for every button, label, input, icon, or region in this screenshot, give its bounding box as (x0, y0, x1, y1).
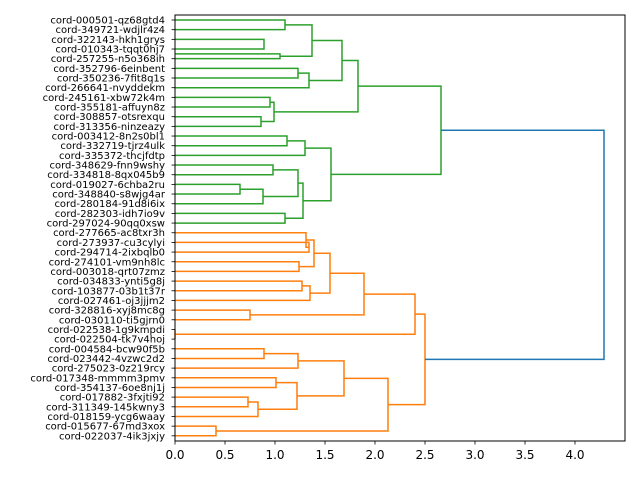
dendrogram-link (216, 377, 389, 432)
leaf-label: cord-000501-qz68gtd4 (50, 16, 165, 27)
dendrogram-link (175, 261, 300, 273)
x-tick-label: 3.5 (515, 448, 534, 462)
leaf-label: cord-266641-nvyddekm (45, 83, 165, 94)
x-tick-label: 0.0 (165, 448, 184, 462)
x-tick-label: 4.0 (565, 448, 584, 462)
leaf-label: cord-023442-4vzwc2d2 (47, 354, 165, 365)
leaf-label: cord-334818-8qx045b9 (47, 170, 165, 181)
leaf-label: cord-018159-ycg6waay (47, 412, 165, 423)
leaf-label: cord-294714-2ixbqlb0 (54, 248, 165, 259)
leaf-label: cord-350236-7fit8q1s (57, 74, 165, 85)
dendrogram-link (258, 381, 298, 410)
leaf-label: cord-335372-thcjfdtp (59, 151, 165, 162)
dendrogram-link (175, 72, 310, 89)
dendrogram-link (175, 352, 299, 369)
leaf-label: cord-322143-hkh1grys (51, 35, 165, 46)
leaf-label: cord-352796-6einbent (53, 64, 165, 75)
dendrogram-link (425, 129, 605, 361)
plot-frame (174, 14, 626, 442)
dendrogram-link (175, 53, 281, 60)
leaf-label: cord-245161-xbw72k4m (43, 93, 165, 104)
leaf-label: cord-022538-1g9kmpdi (48, 325, 165, 336)
leaf-label: cord-282303-idh7io9v (55, 209, 165, 220)
dendrogram-link (175, 96, 271, 108)
dendrogram-link (297, 360, 345, 397)
leaf-label: cord-311349-145kwny3 (46, 402, 165, 413)
dendrogram-link (285, 182, 304, 219)
leaf-label: cord-022037-4ik3jxjy (59, 431, 165, 442)
leaf-label: cord-030110-ti5gjrn0 (59, 315, 165, 326)
dendrogram-link (310, 252, 331, 294)
dendrogram-link (175, 212, 286, 224)
dendrogram-link (175, 164, 274, 176)
dendrogram-link (331, 85, 442, 176)
dendrogram-link (175, 135, 288, 147)
dendrogram-link (175, 140, 306, 157)
leaf-label: cord-273937-cu3cylyi (57, 238, 165, 249)
dendrogram-link (175, 231, 309, 248)
leaf-label: cord-003018-qrt07zmz (50, 267, 165, 278)
leaf-label: cord-332719-tjrz4ulk (60, 141, 165, 152)
dendrogram-link (175, 38, 265, 50)
leaf-label: cord-004584-bcw90f5b (49, 344, 165, 355)
dendrogram-link (175, 285, 311, 302)
leaf-label: cord-017882-3fxjti92 (60, 393, 165, 404)
leaf-label: cord-308857-otsrexqu (54, 112, 165, 123)
leaf-label: cord-313356-ninzeazy (54, 122, 166, 133)
dendrogram-link (250, 272, 365, 316)
leaf-label: cord-034833-ynti5g8j (57, 277, 165, 288)
leaf-labels: cord-000501-qz68gtd4cord-349721-wdjlr4z4… (30, 16, 175, 442)
leaf-label: cord-275023-0z219rcy (52, 364, 165, 375)
x-tick-label: 0.5 (215, 448, 234, 462)
leaf-label: cord-017348-mmmm3pmv (30, 373, 165, 384)
dendrogram-link (388, 313, 426, 406)
leaf-label: cord-019027-6chba2ru (50, 180, 165, 191)
dendrogram-link (175, 401, 259, 418)
dendrogram-link (175, 183, 241, 195)
dendrogram-link (175, 188, 264, 205)
dendrogram-link (175, 309, 251, 321)
dendrogram-links (174, 19, 605, 437)
x-tick-label: 3.0 (465, 448, 484, 462)
x-tick-label: 1.0 (265, 448, 284, 462)
leaf-label: cord-349721-wdjlr4z4 (56, 25, 165, 36)
dendrogram-link (263, 169, 299, 198)
dendrogram-link (175, 377, 277, 389)
leaf-label: cord-103877-03b1t37r (52, 286, 166, 297)
leaf-label: cord-010343-tqqt0hj7 (55, 45, 165, 56)
leaf-label: cord-274101-vm9nh8lc (49, 257, 165, 268)
dendrogram-link (175, 19, 286, 31)
x-tick-label: 2.0 (365, 448, 384, 462)
x-axis-ticks: 0.0 0.5 1.0 1.5 2.0 2.5 3.0 3.5 4.0 (165, 441, 585, 462)
dendrogram-link (175, 396, 249, 408)
dendrogram-link (175, 241, 310, 253)
dendrogram-link (175, 115, 262, 128)
leaf-label: cord-280184-91d8i6ix (54, 199, 165, 210)
dendrogram-link (175, 348, 265, 360)
x-tick-label: 2.5 (415, 448, 434, 462)
leaf-label: cord-003412-8n2s0bl1 (52, 132, 165, 143)
leaf-label: cord-348629-fnn9wshy (50, 161, 166, 172)
leaf-label: cord-277665-ac8txr3h (53, 228, 165, 239)
leaf-label: cord-355181-affuyn8z (54, 103, 165, 114)
dendrogram-link (261, 101, 275, 123)
leaf-label: cord-328816-xyj8mc8g (49, 306, 165, 317)
leaf-label: cord-027461-oj3jjjm2 (58, 296, 165, 307)
dendrogram-link (175, 425, 217, 437)
leaf-label: cord-354137-6oe8nj1j (54, 383, 165, 394)
dendrogram-link (303, 147, 332, 202)
x-tick-label: 1.5 (315, 448, 334, 462)
leaf-label: cord-297024-90qq0xsw (47, 219, 165, 230)
dendrogram-link (175, 280, 303, 292)
leaf-label: cord-022504-tk7v4hoj (54, 335, 165, 346)
dendrogram-link (309, 39, 343, 82)
leaf-label: cord-257255-n5o368ih (51, 54, 165, 65)
leaf-label: cord-015677-67md3xox (45, 422, 165, 433)
leaf-label: cord-348840-s8wjg4ar (52, 190, 166, 201)
dendrogram-link (175, 67, 299, 79)
